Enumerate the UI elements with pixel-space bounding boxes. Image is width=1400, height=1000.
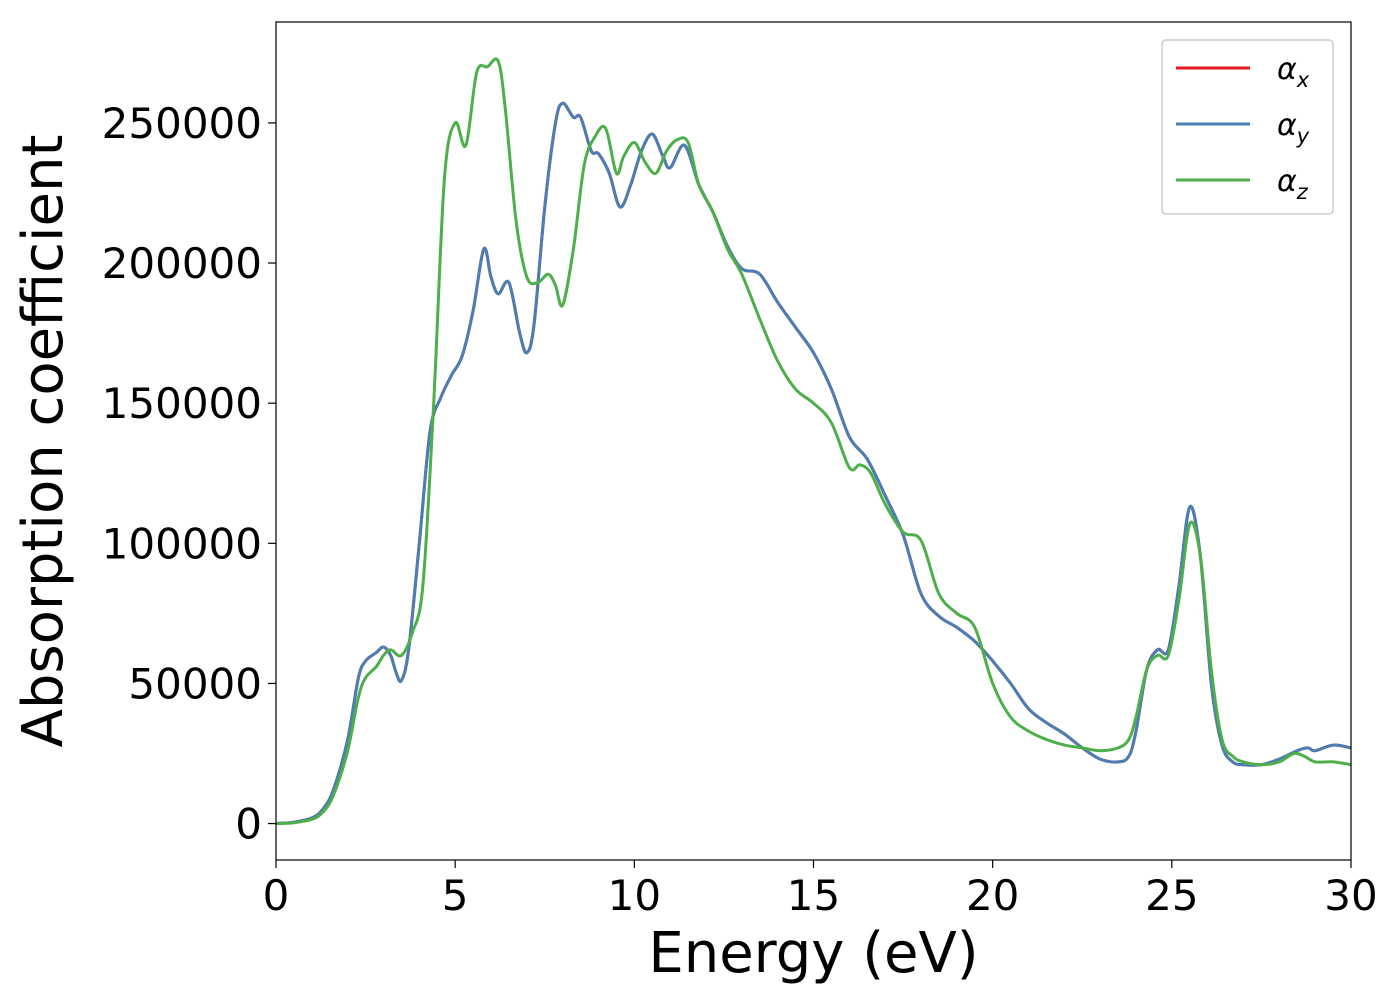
x-tick-label: 10 [608,871,661,920]
x-tick-label: 25 [1145,871,1198,920]
y-axis-label: Absorption coefficient [11,135,76,748]
x-axis-label: Energy (eV) [648,921,978,986]
y-axis-ticks: 0 50000 100000 150000 200000 250000 [102,99,276,849]
x-tick-label: 30 [1324,871,1377,920]
legend: αx αy αz [1161,39,1334,215]
y-tick-label: 100000 [102,519,262,568]
series-layer [275,57,1352,826]
legend-label-z: αz [1277,164,1309,204]
legend-box [1161,39,1334,215]
legend-label-x: αx [1277,52,1310,92]
x-tick-label: 5 [442,871,469,920]
y-tick-label: 50000 [128,659,262,708]
y-tick-label: 200000 [102,239,262,288]
series-line-z [275,57,1352,826]
y-tick-label: 150000 [102,379,262,428]
x-tick-label: 20 [966,871,1019,920]
legend-label-y: αy [1277,108,1310,148]
x-tick-label: 0 [263,871,290,920]
y-tick-label: 250000 [102,99,262,148]
x-tick-label: 15 [787,871,840,920]
y-tick-label: 0 [235,800,262,849]
x-axis-ticks: 0 5 10 15 20 25 30 [263,860,1378,920]
